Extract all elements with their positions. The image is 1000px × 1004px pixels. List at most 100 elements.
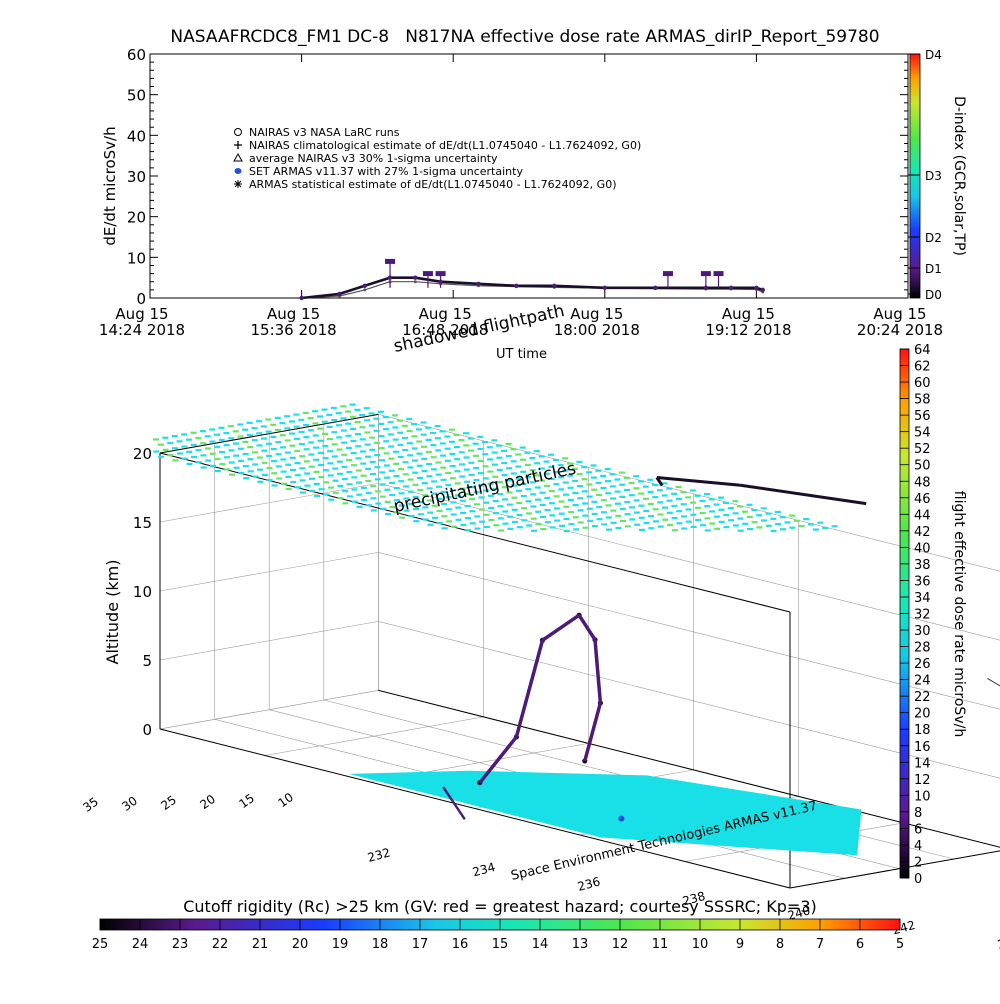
particle-dash [492,487,499,491]
particle-dash [308,453,315,456]
particle-dash [378,447,385,450]
particle-dash [530,529,537,532]
dose-tick-label: 34 [914,591,931,606]
particle-dash [463,432,469,435]
longitude-tick-label: 232 [366,845,392,864]
particle-dash [186,450,193,453]
particle-dash [638,528,645,532]
particle-dash [572,504,579,507]
particle-dash [469,498,476,501]
particle-dash [448,428,455,431]
rc-tick-label: 10 [692,937,709,952]
particle-dash [431,492,438,495]
particle-dash [441,527,448,530]
wall-grid-line [159,690,379,730]
particle-dash [534,474,541,477]
particle-dash [327,462,334,465]
particle-dash [246,433,253,437]
particle-dash [511,520,518,524]
particle-dash [493,524,500,527]
three-d-axes: 0510152010152025303523223423623824024224… [80,445,1000,952]
particle-dash [190,443,197,447]
particle-dash [619,495,626,498]
particle-dash [469,522,476,525]
particle-dash [458,451,465,454]
particle-dash [289,468,296,472]
particle-dash [760,519,767,522]
particle-dash [280,458,287,461]
particle-dash [590,464,597,467]
particle-dash [406,429,413,433]
particle-dash [577,509,584,512]
particle-dash [373,429,380,432]
shadow-track [740,483,867,506]
armas-point [760,287,765,293]
particle-dash [426,499,433,502]
particle-dash [445,471,452,475]
particle-dash [620,520,627,523]
x-tick-time: 18:00 2018 [554,321,640,339]
particle-dash [483,513,490,516]
particle-dash [427,523,434,526]
particle-dash [181,433,188,436]
armas-point [299,295,304,301]
particle-dash [265,418,272,421]
particle-dash [205,459,212,462]
particle-dash [535,510,542,513]
particle-dash [543,472,550,475]
particle-dash [365,504,372,507]
particle-dash [535,522,542,525]
particle-dash [553,470,560,474]
box-edge [159,452,791,613]
particle-dash [694,494,701,497]
particle-dash [770,517,777,520]
particle-dash [548,465,555,468]
particle-dash [181,445,188,448]
particle-dash [506,479,513,482]
particle-dash [563,505,570,508]
rc-tick-label: 25 [92,937,109,952]
particle-dash [359,426,366,429]
particle-dash [619,483,626,486]
z-tick-label: 15 [133,514,152,532]
armas-point [476,281,481,286]
particle-dash [209,428,216,431]
particle-dash [482,465,489,468]
particle-dash [214,433,221,436]
particle-dash [605,480,612,483]
y-tick-label: 30 [127,168,146,186]
particle-dash [459,487,466,490]
particle-dash [521,519,528,522]
particle-dash [604,467,611,471]
particle-dash [586,483,593,486]
particle-dash [408,514,415,518]
particle-dash [293,425,300,428]
particle-dash [615,526,622,530]
dose-tick-label: 4 [914,839,922,854]
particle-dash [544,496,551,500]
particle-dash [454,494,461,497]
d-index-tick-label: D1 [925,262,942,276]
particle-dash [370,485,377,488]
d-index-label: D-index (GCR,solar,TP) [951,96,967,256]
particle-dash [450,513,457,516]
particle-dash [600,486,607,490]
particle-dash [261,461,268,464]
particle-dash [478,484,485,487]
dose-tick-label: 50 [914,459,931,474]
particle-dash [746,503,753,506]
rc-tick-label: 9 [736,937,744,952]
particle-dash [483,489,490,492]
particle-dash [327,486,334,489]
particle-dash [582,526,589,529]
particle-dash [336,448,343,451]
particle-dash [539,479,546,482]
particle-dash [364,443,371,446]
track-segment [593,639,603,704]
dose-colorbar-ticks: 0246810121416182022242628303234363840424… [900,343,931,887]
particle-dash [633,511,640,514]
particle-dash [387,421,394,424]
particle-dash [303,423,310,427]
particle-dash [453,445,460,449]
particle-dash [685,520,692,523]
